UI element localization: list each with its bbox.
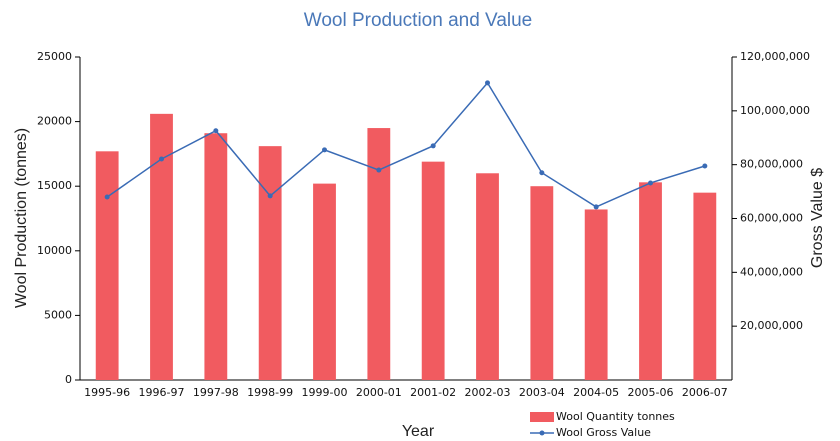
bar — [639, 182, 662, 380]
bar — [150, 113, 173, 381]
y2-axis-title: Gross Value $ — [809, 168, 826, 268]
line-point — [376, 167, 382, 173]
bar — [530, 186, 554, 380]
bar — [95, 151, 119, 380]
y-tick-label: 25000 — [37, 50, 72, 63]
line-point — [539, 170, 545, 176]
x-tick-label: 1995-96 — [84, 386, 130, 399]
x-tick-label: 2002-03 — [465, 386, 511, 399]
line-point — [430, 143, 436, 149]
legend-swatch — [530, 412, 554, 422]
y-tick-label: 15000 — [37, 179, 72, 192]
y2-tick-label: 40,000,000 — [740, 265, 803, 278]
y-axis-title: Wool Production (tonnes) — [13, 128, 30, 308]
y-tick-label: 0 — [65, 373, 72, 386]
bar — [313, 183, 336, 380]
bar — [421, 161, 445, 380]
x-tick-label: 2003-04 — [519, 386, 565, 399]
bar — [258, 146, 282, 380]
x-tick-label: 2005-06 — [628, 386, 674, 399]
line-point — [702, 163, 708, 169]
x-tick-label: 1999-00 — [302, 386, 348, 399]
line-point — [648, 180, 653, 186]
y-tick-label: 5000 — [44, 308, 72, 321]
line-point — [485, 80, 490, 86]
x-tick-label: 1998-99 — [247, 386, 293, 399]
line-point — [322, 147, 327, 153]
y-tick-label: 20000 — [37, 115, 72, 128]
bar — [476, 173, 499, 380]
legend-label: Wool Quantity tonnes — [556, 410, 675, 423]
x-tick-label: 2000-01 — [356, 386, 402, 399]
y2-tick-label: 80,000,000 — [740, 158, 803, 171]
bar — [693, 192, 717, 380]
chart-title: Wool Production and Value — [304, 10, 533, 31]
legend-swatch — [539, 430, 545, 436]
line-point — [104, 194, 110, 200]
x-tick-label: 2006-07 — [682, 386, 728, 399]
bar — [204, 133, 228, 380]
x-axis-title: Year — [402, 423, 435, 440]
x-tick-label: 1996-97 — [139, 386, 185, 399]
y2-tick-label: 60,000,000 — [740, 212, 803, 225]
bar — [367, 128, 391, 380]
line-point — [213, 128, 219, 134]
line-point — [159, 156, 164, 162]
line-point — [267, 193, 273, 199]
x-tick-label: 2004-05 — [573, 386, 619, 399]
x-tick-label: 1997-98 — [193, 386, 239, 399]
y-tick-label: 10000 — [37, 244, 72, 257]
line — [106, 81, 706, 208]
bar — [584, 209, 608, 380]
y2-tick-label: 20,000,000 — [740, 319, 803, 332]
y2-tick-label: 120,000,000 — [740, 50, 810, 63]
y2-tick-label: 100,000,000 — [740, 104, 810, 117]
x-tick-label: 2001-02 — [410, 386, 456, 399]
legend-label: Wool Gross Value — [556, 426, 651, 439]
line-point — [593, 204, 599, 210]
